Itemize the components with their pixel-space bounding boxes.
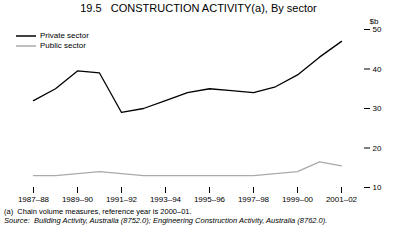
svg-text:1991–92: 1991–92 <box>106 195 138 204</box>
svg-text:10: 10 <box>373 183 382 192</box>
html-text:(a) Chain volume measures, ref: (a) Chain volume measures, reference yea… <box>4 207 192 216</box>
svg-text:30: 30 <box>373 104 382 113</box>
svg-text:1993–94: 1993–94 <box>150 195 182 204</box>
html-text:Public sector: Public sector <box>40 41 86 50</box>
svg-text:50: 50 <box>373 25 382 34</box>
svg-text:1999–00: 1999–00 <box>282 195 314 204</box>
html-text:Private sector: Private sector <box>40 31 89 40</box>
svg-text:40: 40 <box>373 65 382 74</box>
svg-text:20: 20 <box>373 144 382 153</box>
html-text:19.5 CONSTRUCTION ACTIVITY(a),: 19.5 CONSTRUCTION ACTIVITY(a), By sector <box>80 2 317 14</box>
html-text:Source: Building Activity, Aus: Source: Building Activity, Australia (87… <box>4 216 328 225</box>
svg-text:1987–88: 1987–88 <box>18 195 50 204</box>
svg-text:1995–96: 1995–96 <box>194 195 226 204</box>
svg-text:2001–02: 2001–02 <box>326 195 358 204</box>
svg-text:$b: $b <box>370 17 379 26</box>
svg-text:1997–98: 1997–98 <box>238 195 270 204</box>
svg-text:1989–90: 1989–90 <box>62 195 94 204</box>
